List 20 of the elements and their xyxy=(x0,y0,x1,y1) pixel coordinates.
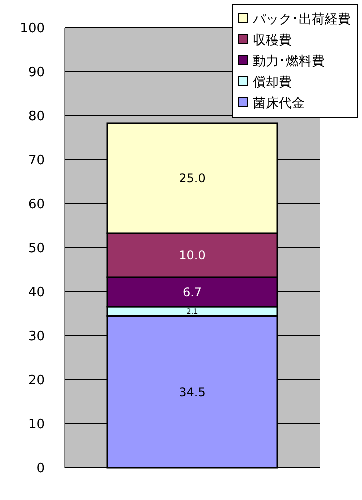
y-tick-label: 100 xyxy=(20,22,45,37)
data-label: 34.5 xyxy=(179,385,206,400)
y-tick-label: 20 xyxy=(28,374,45,389)
y-tick-label: 40 xyxy=(28,286,45,301)
legend-label: 菌床代金 xyxy=(253,96,305,112)
y-tick-label: 70 xyxy=(28,154,45,169)
data-label: 25.0 xyxy=(179,172,206,186)
y-tick-label: 0 xyxy=(36,462,45,477)
data-label: 10.0 xyxy=(179,248,206,263)
legend-label: 動力･燃料費 xyxy=(253,54,325,70)
legend-label: 償却費 xyxy=(253,76,292,91)
data-label: 6.7 xyxy=(182,285,202,300)
y-tick-label: 90 xyxy=(28,66,45,81)
y-tick-label: 30 xyxy=(28,330,45,345)
y-tick-label: 80 xyxy=(28,110,45,125)
y-tick-label: 50 xyxy=(28,242,45,257)
y-tick-label: 10 xyxy=(28,418,45,433)
y-tick-label: 60 xyxy=(28,198,45,213)
legend-label: パック･出荷経費 xyxy=(252,12,351,28)
legend-label: 収穫費 xyxy=(253,34,292,49)
